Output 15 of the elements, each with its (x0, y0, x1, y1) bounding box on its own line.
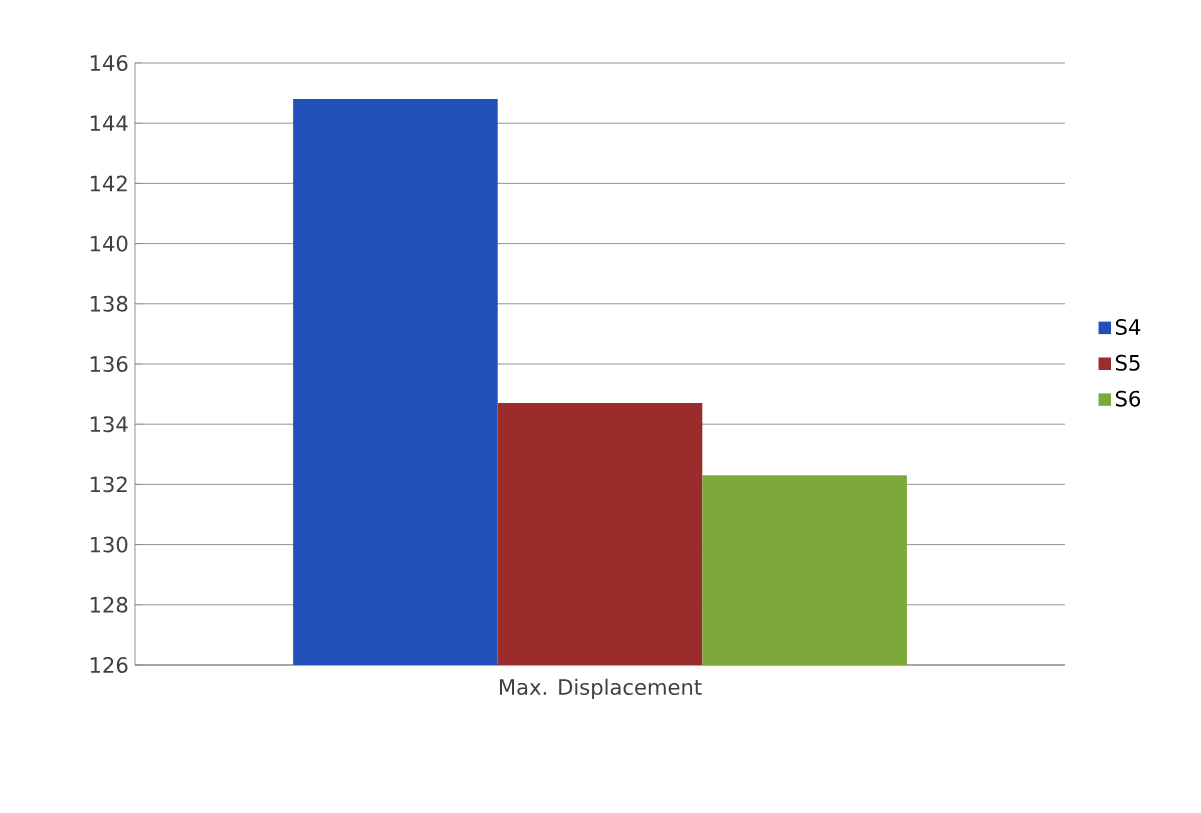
y-tick-label: 126 (90, 657, 128, 673)
x-tick-label: Max. Displacement (499, 678, 702, 700)
y-tick-label: 142 (90, 175, 127, 192)
y-tick-label: 144 (90, 115, 128, 131)
y-tick-label: 132 (90, 476, 127, 493)
y-tick-label: 138 (90, 295, 128, 312)
y-tick-label: 146 (90, 55, 128, 71)
y-tick-label: 140 (90, 235, 128, 252)
y-tick-label: 130 (90, 536, 128, 553)
y-tick-label: 128 (90, 596, 128, 613)
legend-label: S5 (1115, 354, 1140, 371)
legend-label: S4 (1115, 318, 1141, 335)
legend-label: S6 (1115, 390, 1141, 407)
y-tick-label: 136 (90, 356, 128, 372)
y-tick-label: 134 (90, 416, 128, 433)
